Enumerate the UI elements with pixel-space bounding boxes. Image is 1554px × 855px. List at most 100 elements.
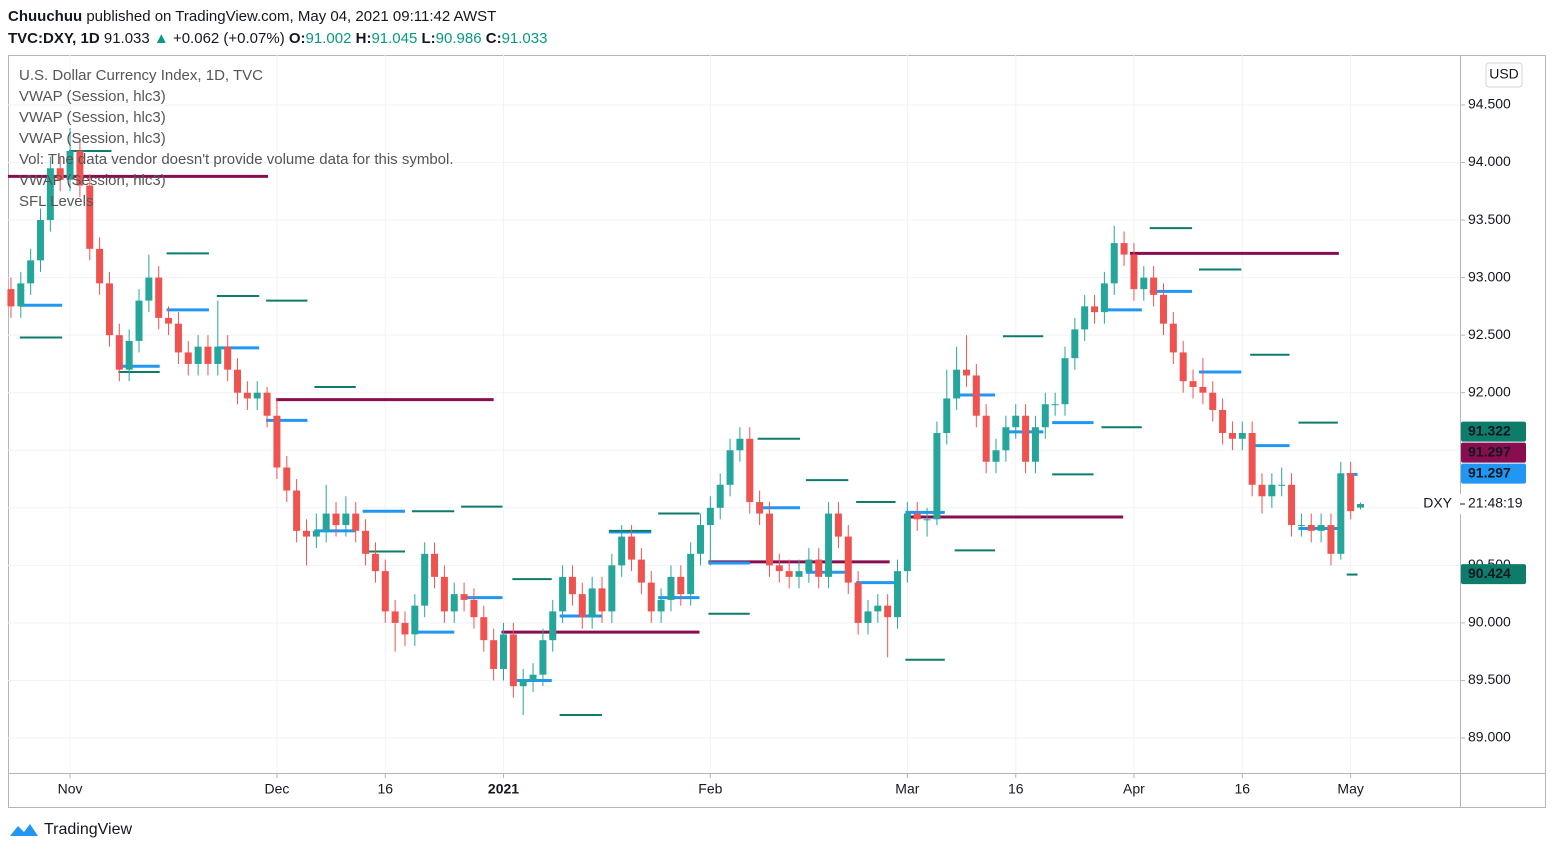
- ohlc-label: L:: [421, 30, 436, 47]
- candle-body: [96, 248, 104, 284]
- candle-body: [746, 438, 754, 503]
- candle-body: [135, 300, 143, 341]
- price-label-box: [1461, 421, 1526, 442]
- candle-body: [362, 530, 370, 554]
- x-tick-label: Dec: [264, 781, 289, 797]
- y-tick-label: 93.500: [1468, 211, 1511, 227]
- candle-body: [1327, 525, 1335, 554]
- legend: U.S. Dollar Currency Index, 1D, TVC VWAP …: [19, 67, 454, 210]
- price-label-box: [1461, 463, 1526, 484]
- candle-body: [1140, 277, 1148, 290]
- candle-body: [795, 571, 803, 577]
- candle-body: [125, 340, 133, 370]
- price-label-box: [1461, 442, 1526, 463]
- candle-body: [962, 369, 970, 376]
- x-tick-label: Nov: [58, 781, 83, 797]
- legend-entry: SFL Levels: [19, 193, 93, 210]
- ohlc-label: O:: [288, 30, 306, 47]
- candle-body: [381, 571, 389, 612]
- candle-body: [726, 450, 734, 485]
- ohlc-label: C:: [485, 30, 502, 47]
- candle-body: [687, 553, 695, 595]
- candle-body: [499, 634, 507, 669]
- candle-body: [480, 617, 488, 641]
- candle-body: [943, 398, 951, 433]
- candle-body: [618, 536, 626, 566]
- candle-body: [894, 571, 902, 618]
- ohlc-value: 91.002: [305, 30, 352, 47]
- candle-body: [765, 513, 773, 566]
- y-tick-label: 92.500: [1468, 326, 1511, 342]
- x-tick-label: May: [1337, 781, 1363, 797]
- y-tick-label: 94.500: [1468, 96, 1511, 112]
- candle-body: [736, 438, 744, 451]
- candle-body: [716, 484, 724, 508]
- candle-body: [1051, 404, 1059, 406]
- candle-body: [1022, 415, 1030, 462]
- candle-body: [1209, 392, 1217, 410]
- y-tick-label: 89.500: [1468, 671, 1511, 687]
- x-tick-label: 16: [377, 781, 393, 797]
- legend-entry: VWAP (Session, hlc3): [19, 88, 166, 105]
- candle-body: [1238, 432, 1246, 439]
- candle-body: [1307, 525, 1315, 531]
- candle-body: [401, 622, 409, 635]
- symbol: TVC:DXY, 1D: [8, 30, 100, 47]
- publish-line: Chuuchuu published on TradingView.com, M…: [8, 6, 547, 28]
- candle-body: [342, 513, 350, 526]
- candle-body: [76, 150, 84, 186]
- candle-body: [174, 323, 182, 353]
- candle-body: [1337, 473, 1345, 554]
- legend-entry: Vol: The data vendor doesn't provide vol…: [19, 151, 454, 168]
- candle-body: [1081, 306, 1089, 330]
- candle-body: [1169, 323, 1177, 353]
- candle-body: [529, 674, 537, 681]
- brand: TradingView: [44, 821, 133, 838]
- candle-body: [825, 513, 833, 577]
- candle-body: [1100, 283, 1108, 313]
- countdown: 21:48:19: [1468, 495, 1523, 511]
- ohlc-value: 91.045: [371, 30, 418, 47]
- candle-body: [982, 415, 990, 462]
- candle-body: [667, 576, 675, 600]
- last-symbol: DXY: [1423, 495, 1452, 511]
- candle-body: [224, 346, 232, 370]
- price-label: 90.424: [1468, 565, 1511, 581]
- candle-body: [165, 317, 173, 324]
- candle-body: [884, 605, 892, 618]
- candle-body: [263, 392, 271, 416]
- candle-body: [411, 605, 419, 635]
- candle-body: [253, 392, 261, 399]
- candle-body: [844, 536, 852, 583]
- candles: [7, 127, 1365, 715]
- candle-body: [805, 559, 813, 572]
- candle-body: [972, 375, 980, 416]
- candle-body: [1071, 329, 1079, 359]
- candle-body: [1347, 473, 1355, 512]
- candle-body: [145, 277, 153, 301]
- candle-body: [637, 559, 645, 583]
- x-tick-label: Feb: [698, 781, 722, 797]
- candle-body: [697, 525, 705, 554]
- candle-body: [1357, 504, 1365, 508]
- candle-body: [214, 346, 222, 364]
- ohlc-label: H:: [355, 30, 372, 47]
- candle-body: [992, 450, 1000, 462]
- candle-body: [588, 588, 596, 618]
- last-price: 91.033: [103, 30, 150, 47]
- candle-body: [1179, 352, 1187, 382]
- candle-body: [549, 611, 557, 641]
- candle-body: [1012, 415, 1020, 428]
- symbol-line: TVC:DXY, 1D 91.033 ▲ +0.062 (+0.07%) O:9…: [8, 28, 547, 50]
- candle-body: [628, 536, 636, 560]
- price-label: 91.297: [1468, 464, 1511, 480]
- currency-button[interactable]: [1485, 62, 1523, 88]
- candle-body: [834, 513, 842, 537]
- candle-body: [1219, 409, 1227, 433]
- chart-frame: [8, 55, 1546, 808]
- header: Chuuchuu published on TradingView.com, M…: [8, 6, 547, 50]
- price-label: 91.322: [1468, 422, 1511, 438]
- candle-body: [184, 352, 192, 364]
- candle-body: [302, 530, 310, 537]
